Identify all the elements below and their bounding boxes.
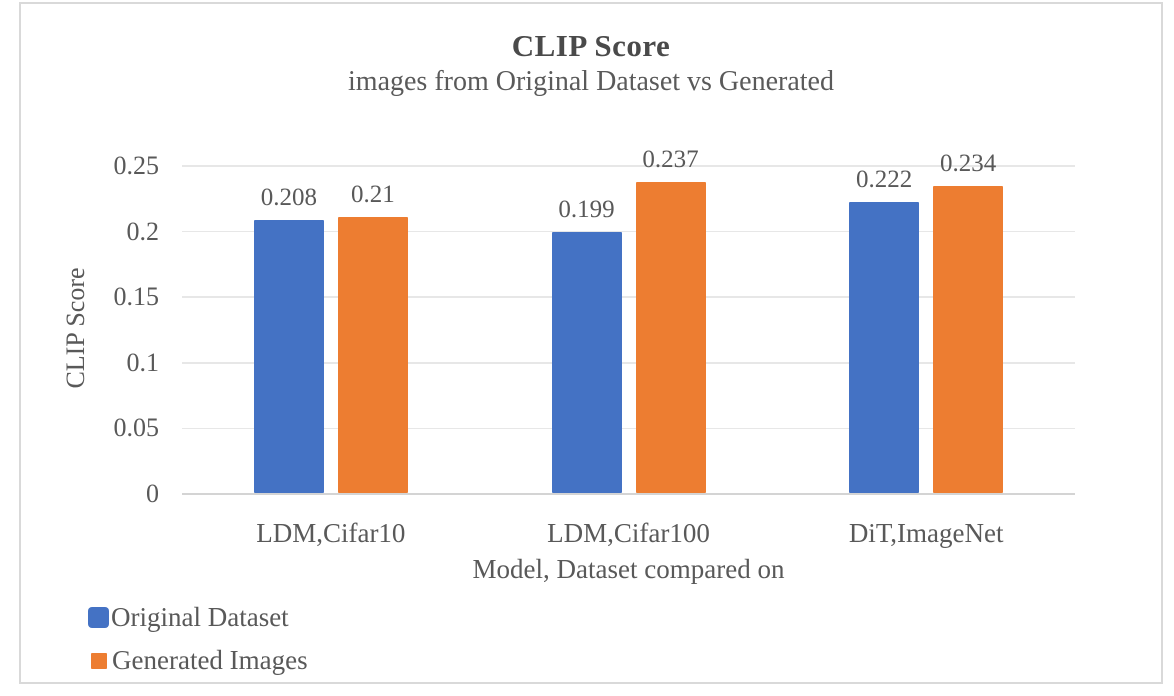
x-axis-line bbox=[182, 493, 1075, 495]
data-label: 0.199 bbox=[558, 195, 615, 223]
data-label: 0.237 bbox=[642, 146, 699, 174]
plot-area: Model, Dataset compared on 0.208 0.21 LDM,… bbox=[182, 146, 1075, 584]
legend-item-original-dataset: Original Dataset bbox=[88, 602, 289, 633]
y-tick-label: 0.2 bbox=[126, 216, 160, 246]
chart-title: CLIP Score bbox=[511, 28, 671, 63]
data-label: 0.234 bbox=[940, 150, 997, 177]
chart-subtitle: images from Original Dataset vs Generate… bbox=[348, 66, 834, 97]
category-label: LDM,Cifar10 bbox=[256, 518, 406, 548]
category-label: DiT,ImageNet bbox=[848, 518, 1004, 548]
data-label: 0.222 bbox=[856, 165, 913, 193]
y-axis-tick-labels: 0.25 0.2 0.15 0.1 0.05 0 bbox=[21, 151, 160, 508]
bar-original-ldm-cifar100 bbox=[551, 231, 622, 493]
y-tick-label: 0.1 bbox=[126, 347, 160, 377]
legend-swatch-original-dataset bbox=[88, 607, 109, 628]
x-axis-title: Model, Dataset compared on bbox=[472, 554, 785, 584]
y-tick-label: 0.15 bbox=[113, 282, 160, 312]
bar-generated-dit-imagenet bbox=[933, 186, 1004, 493]
legend-swatch-generated-images bbox=[91, 652, 107, 669]
title-block: CLIP Score images from Original Dataset … bbox=[21, 28, 1161, 98]
y-tick-label: 0 bbox=[146, 479, 159, 508]
bar-generated-ldm-cifar100 bbox=[635, 182, 706, 493]
gridline bbox=[182, 296, 1075, 298]
gridline bbox=[182, 165, 1075, 167]
chart-frame: CLIP Score images from Original Dataset … bbox=[19, 2, 1163, 684]
legend-item-generated-images: Generated Images bbox=[88, 645, 308, 676]
data-label: 0.21 bbox=[350, 181, 395, 209]
bar-original-ldm-cifar10 bbox=[253, 220, 324, 493]
data-label: 0.208 bbox=[260, 184, 317, 212]
bar-original-dit-imagenet bbox=[849, 201, 920, 493]
bar-generated-ldm-cifar10 bbox=[337, 217, 408, 493]
category-label: LDM,Cifar100 bbox=[547, 518, 710, 548]
y-tick-label: 0.25 bbox=[113, 151, 160, 180]
gridline bbox=[182, 427, 1075, 430]
gridline bbox=[182, 230, 1075, 233]
y-tick-label: 0.05 bbox=[113, 413, 160, 443]
legend-label-generated-images: Generated Images bbox=[112, 645, 308, 675]
legend-label-original-dataset: Original Dataset bbox=[111, 602, 289, 632]
gridline bbox=[182, 362, 1075, 364]
